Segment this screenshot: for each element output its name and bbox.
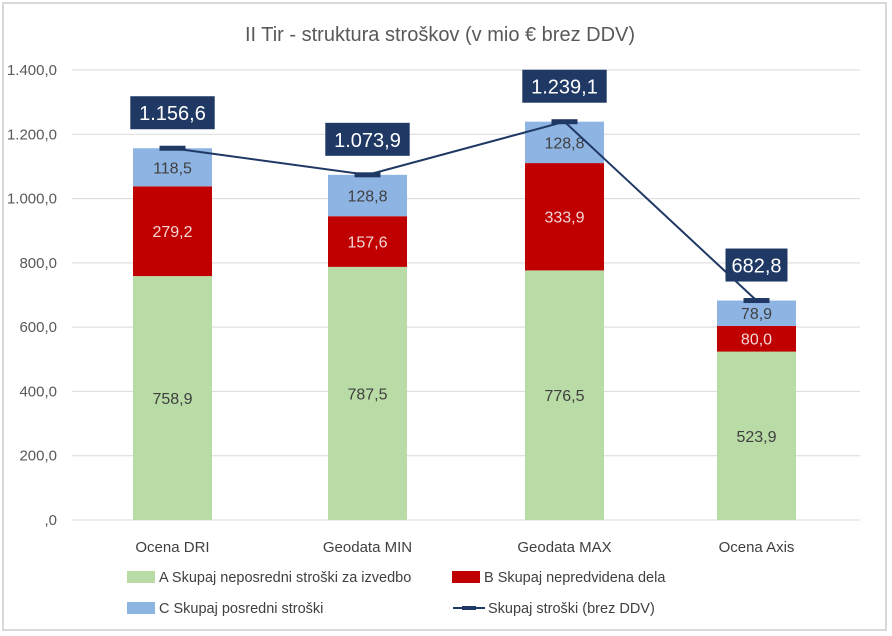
total-marker bbox=[743, 298, 770, 304]
total-labels: 1.156,6 1.073,9 1.239,1 682,8 bbox=[130, 69, 788, 282]
legend-item: A Skupaj neposredni stroški za izvedbo bbox=[127, 570, 411, 586]
legend-label: Skupaj stroški (brez DDV) bbox=[488, 601, 655, 617]
segment-label: 787,5 bbox=[347, 386, 387, 403]
segment-label: 78,9 bbox=[741, 306, 772, 323]
segment-label: 279,2 bbox=[152, 224, 192, 241]
total-label: 1.073,9 bbox=[334, 130, 401, 152]
legend: A Skupaj neposredni stroški za izvedbo B … bbox=[127, 570, 666, 617]
legend-item: Skupaj stroški (brez DDV) bbox=[453, 601, 655, 617]
segment-label: 128,8 bbox=[544, 135, 584, 152]
y-axis-ticks: ,0 200,0 400,0 600,0 800,0 1.000,0 1.200,0 1.40… bbox=[7, 62, 57, 529]
segment-label: 776,5 bbox=[544, 388, 584, 405]
legend-swatch bbox=[127, 571, 155, 583]
legend-marker bbox=[462, 606, 476, 610]
segment-label: 523,9 bbox=[736, 429, 776, 446]
total-label: 1.156,6 bbox=[139, 103, 206, 125]
y-tick-label: 800,0 bbox=[19, 255, 57, 272]
bar-segment bbox=[717, 351, 796, 520]
total-label: 1.239,1 bbox=[531, 77, 598, 99]
total-label: 682,8 bbox=[731, 256, 781, 278]
legend-swatch bbox=[127, 602, 155, 614]
x-axis-categories: Ocena DRI Geodata MIN Geodata MAX Ocena Axi… bbox=[135, 539, 794, 556]
legend-label: C Skupaj posredni stroški bbox=[159, 601, 323, 617]
total-marker bbox=[354, 172, 381, 178]
x-category-label: Geodata MAX bbox=[517, 539, 611, 556]
bar-segment bbox=[133, 148, 212, 187]
y-tick-label: 1.000,0 bbox=[7, 191, 57, 208]
x-category-label: Ocena DRI bbox=[135, 539, 209, 556]
bar-segment bbox=[328, 216, 407, 267]
total-label-box bbox=[325, 122, 410, 156]
segment-label: 333,9 bbox=[544, 210, 584, 227]
y-tick-label: 200,0 bbox=[19, 448, 57, 465]
legend-swatch bbox=[452, 571, 480, 583]
x-category-label: Geodata MIN bbox=[323, 539, 412, 556]
chart-title: II Tir - struktura stroškov (v mio € bre… bbox=[245, 24, 635, 46]
legend-label: A Skupaj neposredni stroški za izvedbo bbox=[159, 570, 411, 586]
total-marker bbox=[551, 119, 578, 125]
legend-label: B Skupaj nepredvidena dela bbox=[484, 570, 666, 586]
total-label-box bbox=[130, 96, 215, 130]
total-line bbox=[159, 119, 770, 304]
total-label-box bbox=[725, 248, 788, 282]
bar-segment bbox=[717, 300, 796, 326]
y-tick-label: 600,0 bbox=[19, 319, 57, 336]
x-category-label: Ocena Axis bbox=[719, 539, 795, 556]
legend-item: B Skupaj nepredvidena dela bbox=[452, 570, 666, 586]
bar-segment bbox=[717, 325, 796, 352]
bar-segment bbox=[525, 270, 604, 520]
y-tick-label: 400,0 bbox=[19, 383, 57, 400]
segment-label: 157,6 bbox=[347, 235, 387, 252]
bars bbox=[133, 121, 796, 520]
segment-label: 80,0 bbox=[741, 332, 772, 349]
segment-label: 128,8 bbox=[347, 189, 387, 206]
total-label-box bbox=[522, 69, 607, 103]
segment-labels: 758,9 279,2 118,5 787,5 157,6 128,8 776,5 333,9… bbox=[152, 135, 776, 445]
y-tick-label: 1.400,0 bbox=[7, 62, 57, 79]
total-marker bbox=[159, 145, 186, 151]
y-tick-label: ,0 bbox=[44, 512, 57, 529]
total-line-path bbox=[172, 120, 758, 302]
segment-label: 118,5 bbox=[153, 160, 192, 177]
y-tick-label: 1.200,0 bbox=[7, 126, 57, 143]
bar-segment bbox=[525, 163, 604, 271]
bar-segment bbox=[328, 174, 407, 217]
legend-item: C Skupaj posredni stroški bbox=[127, 601, 323, 617]
segment-label: 758,9 bbox=[152, 391, 192, 408]
bar-segment bbox=[328, 266, 407, 520]
bar-segment bbox=[133, 276, 212, 520]
bar-segment bbox=[133, 186, 212, 277]
